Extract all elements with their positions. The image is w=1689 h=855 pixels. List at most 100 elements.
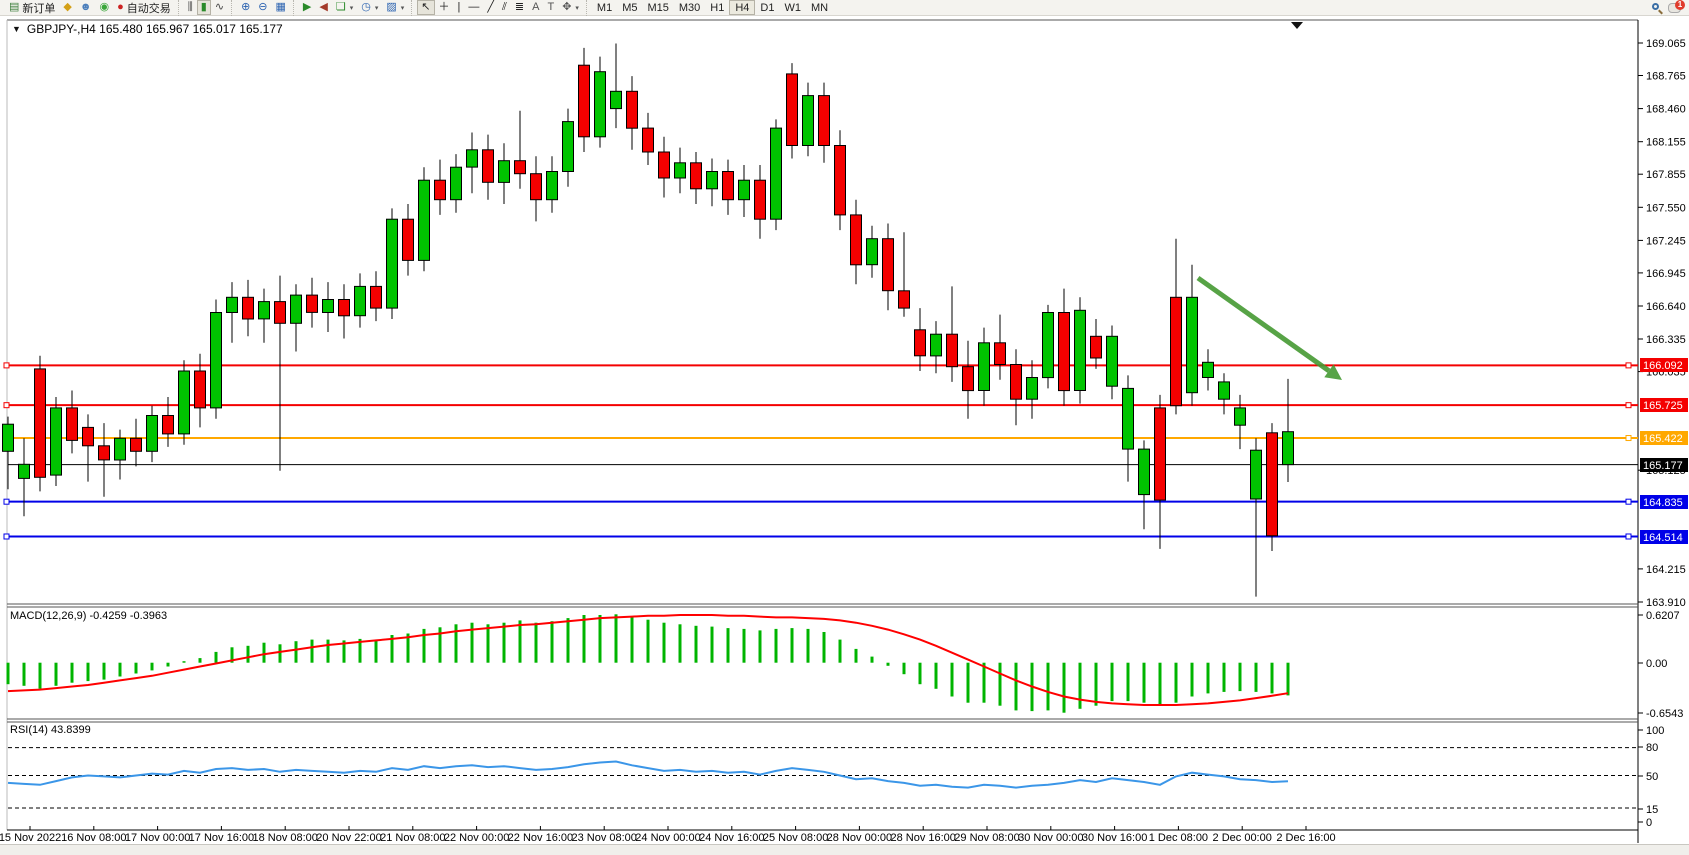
candle-body (1282, 431, 1294, 466)
macd-signal-line (7, 614, 1289, 706)
bar-chart-icon[interactable]: ⫼ (184, 0, 197, 15)
new-chart-icon[interactable]: ❏ ▾ (332, 0, 357, 15)
candle-body (738, 179, 750, 201)
bar-chart-icon: ⫼ (187, 1, 193, 13)
zoom-out-icon[interactable]: ⊖ (254, 0, 271, 15)
svg-text:20 Nov 22:00: 20 Nov 22:00 (316, 832, 381, 844)
tile-windows-icon[interactable]: ▦ (272, 0, 290, 15)
toolbar-group-chart-type: ⫼ ▮ ∿ (177, 0, 228, 16)
timeframe-H1[interactable]: H1 (705, 0, 729, 15)
line-chart-icon[interactable]: ∿ (211, 0, 228, 15)
svg-text:2 Dec 00:00: 2 Dec 00:00 (1213, 832, 1272, 844)
candle-body (626, 90, 638, 129)
candle-body (1154, 407, 1166, 501)
candle-body (322, 299, 334, 313)
candlestick-icon: ▮ (200, 1, 207, 13)
profile-icon[interactable]: ☻ (76, 0, 96, 15)
candle-body (642, 127, 654, 153)
vline-icon[interactable]: | (454, 0, 465, 15)
svg-text:24 Nov 16:00: 24 Nov 16:00 (699, 832, 764, 844)
trendline-icon[interactable]: ╱ (483, 0, 498, 15)
svg-text:22 Nov 00:00: 22 Nov 00:00 (444, 832, 509, 844)
fibonacci-icon[interactable]: ≣ (511, 0, 528, 15)
toolbar-group-timeframes: M1 M5 M15 M30 H1 H4 D1 W1 MN (585, 0, 833, 16)
timeframe-M1[interactable]: M1 (592, 0, 617, 15)
timeframe-W1[interactable]: W1 (779, 0, 806, 15)
period-icon[interactable]: ◷ ▾ (357, 0, 382, 15)
svg-text:2 Dec 16:00: 2 Dec 16:00 (1276, 832, 1335, 844)
shapes-icon[interactable]: ✥ ▾ (558, 0, 583, 15)
svg-text:24 Nov 00:00: 24 Nov 00:00 (635, 832, 700, 844)
svg-text:28 Nov 00:00: 28 Nov 00:00 (827, 832, 892, 844)
toolbar-button-label: M15 (647, 1, 669, 14)
channel-icon[interactable]: ⫽ (498, 0, 511, 15)
svg-text:17 Nov 00:00: 17 Nov 00:00 (125, 832, 190, 844)
candle-body (418, 179, 430, 261)
crosshair-icon: ＋ (438, 1, 450, 13)
fibonacci-icon: ≣ (514, 1, 525, 13)
svg-text:17 Nov 16:00: 17 Nov 16:00 (189, 832, 254, 844)
timeframe-M30[interactable]: M30 (674, 0, 705, 15)
crosshair-icon[interactable]: ＋ (435, 0, 454, 15)
candlestick-icon[interactable]: ▮ (196, 0, 211, 15)
main-toolbar: ▤ 新订单 ◆ ☻ ◉ ● 自动交易 ⫼ ▮ ∿ ⊕ ⊖ ▦ ▶ ◀ ❏ ▾ ◷ ▾ ▨ ▾ ↖ ＋ | — ╱ ⫽ ≣ A T ✥ ▾ M1 M… (0, 0, 1689, 16)
toolbar-button-label: M1 (596, 1, 613, 14)
macd-label: MACD(12,26,9) -0.4259 -0.3963 (10, 610, 168, 622)
candle-body (562, 121, 574, 172)
price-badge (1640, 431, 1688, 445)
candle-body (674, 162, 686, 179)
candle-body (18, 463, 30, 479)
candle-body (50, 407, 62, 476)
trend-arrow[interactable] (1196, 275, 1342, 380)
candle-body (1106, 335, 1118, 387)
search-icon[interactable] (1652, 2, 1663, 14)
chat-icon[interactable]: 1 (1668, 0, 1685, 13)
chart-shift-marker (1291, 22, 1303, 29)
hline-icon[interactable]: — (464, 0, 483, 15)
timeframe-D1[interactable]: D1 (755, 0, 779, 15)
timeframe-H4[interactable]: H4 (729, 0, 756, 15)
new-order-icon[interactable]: ▤ 新订单 (5, 0, 59, 15)
svg-text:166.640: 166.640 (1646, 301, 1686, 313)
chart-shift-icon[interactable]: ◀ (315, 0, 331, 15)
toolbar-button-label: M30 (678, 1, 701, 14)
candle-body (578, 64, 590, 138)
candles-layer (2, 43, 1294, 597)
svg-text:164.215: 164.215 (1646, 564, 1686, 576)
candle-body (866, 238, 878, 266)
svg-text:50: 50 (1646, 771, 1658, 783)
timeframe-M5[interactable]: M5 (617, 0, 642, 15)
new-order-icon: ▤ (9, 1, 20, 13)
cursor-icon[interactable]: ↖ (417, 0, 435, 15)
toolbar-button-label: 新订单 (22, 2, 56, 15)
gold-icon[interactable]: ◆ (59, 0, 75, 15)
svg-text:0: 0 (1646, 817, 1652, 829)
shapes-icon: ✥ (562, 1, 572, 13)
candle-body (962, 366, 974, 392)
templates-icon[interactable]: ▨ ▾ (382, 0, 408, 15)
toolbar-button-label: 自动交易 (126, 2, 171, 15)
zoom-in-icon[interactable]: ⊕ (237, 0, 254, 15)
candle-body (1250, 449, 1262, 500)
label-icon[interactable]: T (543, 0, 558, 15)
svg-text:169.065: 169.065 (1646, 38, 1686, 50)
timeframe-M15[interactable]: M15 (642, 0, 673, 15)
svg-text:28 Nov 16:00: 28 Nov 16:00 (890, 832, 955, 844)
collapse-chart-icon[interactable]: ▼ (12, 24, 21, 34)
gold-icon: ◆ (63, 1, 72, 13)
auto-scroll-icon[interactable]: ▶ (299, 0, 315, 15)
rsi-line (7, 760, 1289, 789)
candle-body (786, 73, 798, 146)
svg-text:80: 80 (1646, 742, 1658, 754)
horizontal-lines[interactable] (3, 362, 1638, 540)
autotrade-icon[interactable]: ● 自动交易 (113, 0, 175, 15)
candle-body (258, 301, 270, 320)
text-icon[interactable]: A (528, 0, 543, 15)
svg-text:1 Dec 08:00: 1 Dec 08:00 (1149, 832, 1208, 844)
candle-body (498, 160, 510, 183)
signals-icon[interactable]: ◉ (95, 0, 113, 15)
candle-body (34, 368, 46, 478)
candle-body (834, 145, 846, 216)
timeframe-MN[interactable]: MN (806, 0, 833, 15)
